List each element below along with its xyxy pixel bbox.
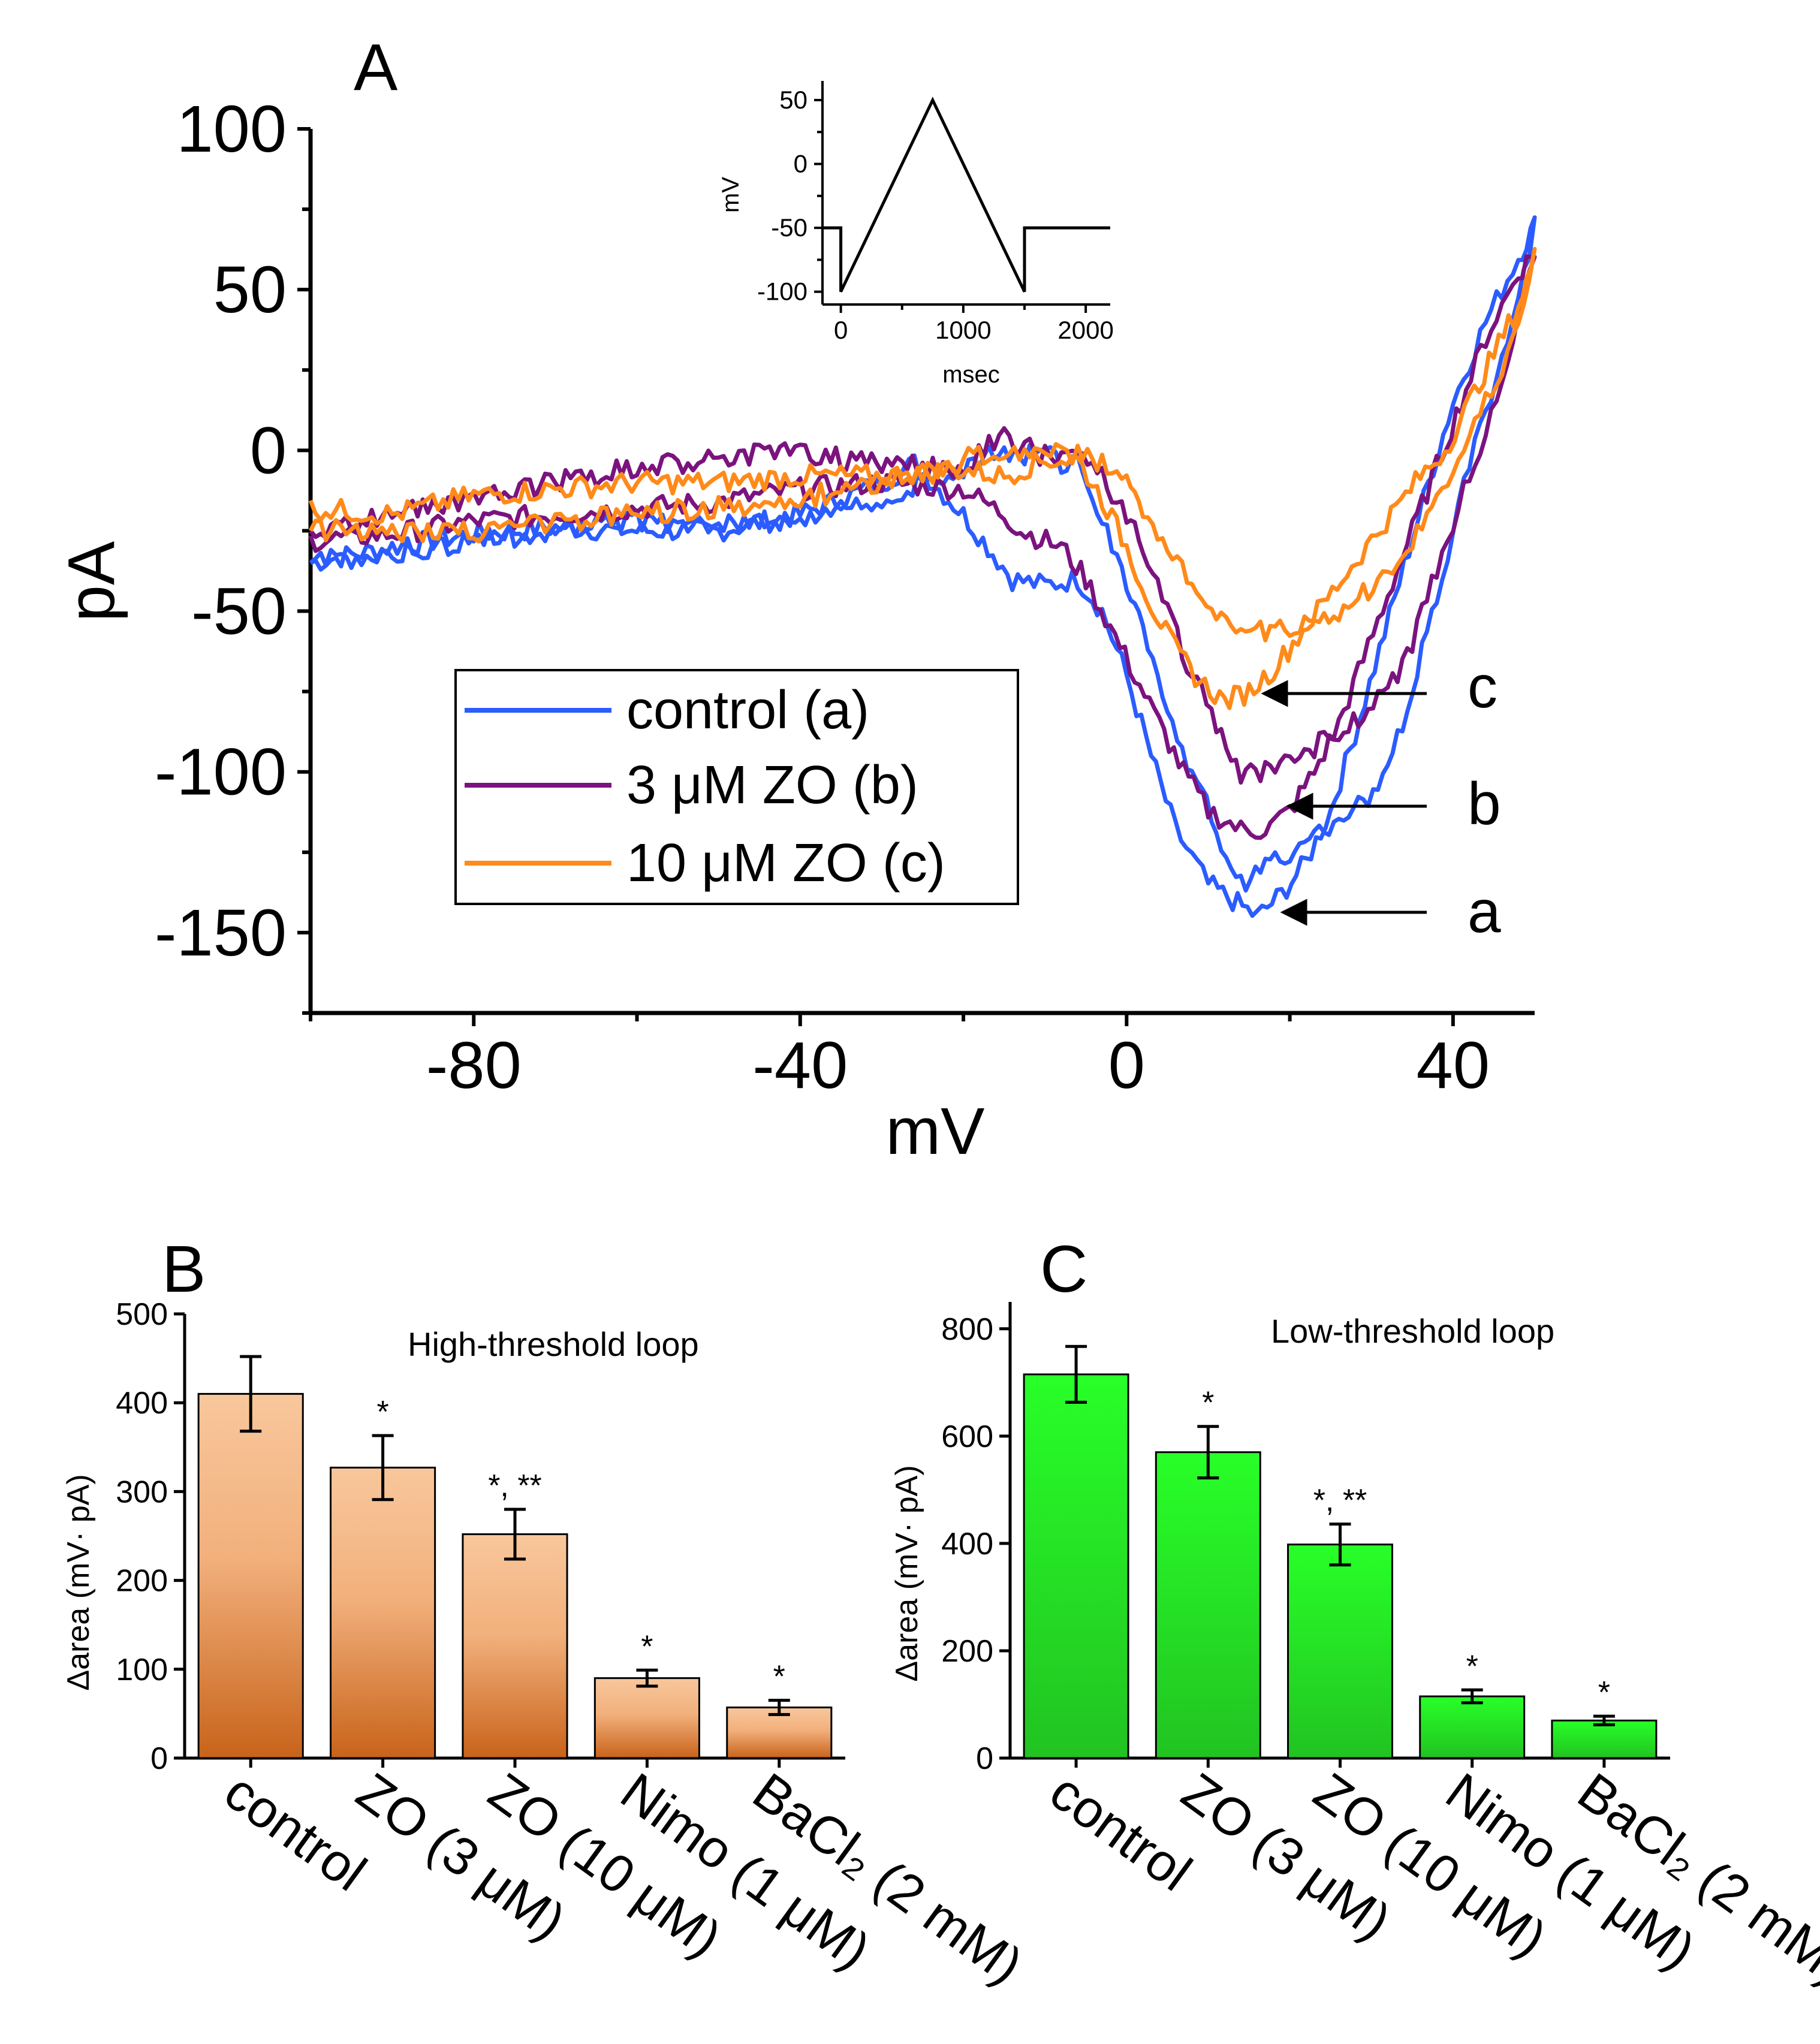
panel-b-y-tick-label: 200 (116, 1564, 168, 1599)
panel-b-bars: * *, ** * * (197, 1355, 833, 1759)
panel-c-significance: * (1202, 1386, 1214, 1421)
inset-x-tick-label: 2000 (1057, 316, 1113, 344)
panel-a-axes: -80 -40 0 40 100 50 0 -50 -100 -150 (155, 92, 1535, 1102)
panel-c-significance: * (1466, 1649, 1478, 1684)
panel-a-x-tick-label: -80 (426, 1029, 522, 1102)
panel-b-y-tick-label: 300 (116, 1475, 168, 1509)
panel-c-y-tick-label: 600 (941, 1419, 993, 1454)
legend-label-zo3: 3 μM ZO (b) (626, 755, 918, 815)
panel-a-x-tick-label: 0 (1108, 1029, 1145, 1102)
panel-c-ylabel: Δarea (mV· pA) (890, 1465, 924, 1681)
panel-a-xlabel: mV (886, 1095, 985, 1168)
panel-a: A -80 -40 0 40 100 50 0 -50 -100 -150 mV pA contr… (55, 31, 1537, 1168)
panel-a-y-tick-label: -150 (155, 896, 287, 970)
panel-a-y-tick-label: 0 (250, 414, 287, 487)
panel-a-annotations: c b a (1261, 653, 1501, 945)
trace-zo3 (308, 254, 1537, 840)
panel-c-significance: *, ** (1313, 1484, 1367, 1518)
panel-label-a: A (354, 31, 398, 104)
panel-label-c: C (1040, 1232, 1087, 1306)
panel-b-ylabel: Δarea (mV· pA) (61, 1474, 96, 1690)
panel-c-bar (1155, 1451, 1261, 1759)
panel-b-bar (462, 1533, 568, 1759)
panel-b-title: High-threshold loop (408, 1325, 699, 1363)
panel-c-bar (1419, 1695, 1526, 1759)
panel-a-x-tick-label: 40 (1417, 1029, 1490, 1102)
panel-b-x-tick-label: control (214, 1761, 377, 1902)
panel-b-significance: * (773, 1660, 785, 1695)
panel-b-y-tick-label: 400 (116, 1386, 168, 1421)
panel-c-bar (1287, 1543, 1393, 1759)
panel-c-x-tick-label: control (1039, 1761, 1203, 1902)
inset-x-tick-label: 0 (834, 316, 848, 344)
panel-c-title: Low-threshold loop (1271, 1312, 1554, 1350)
annotation-b: b (1468, 770, 1501, 837)
panel-c: C Low-threshold loop Δarea (mV· pA) 800 6… (890, 1232, 1820, 1995)
inset-ylabel: mV (718, 177, 744, 213)
inset-y-tick-label: 50 (779, 86, 807, 114)
panel-a-y-tick-label: 50 (213, 253, 287, 327)
panel-b-bar (197, 1392, 304, 1759)
panel-b: B High-threshold loop Δarea (mV· pA) 500… (61, 1232, 1033, 1995)
panel-c-y-tick-label: 400 (941, 1527, 993, 1561)
panel-a-y-tick-label: -100 (155, 735, 287, 809)
panel-c-y-tick-label: 200 (941, 1634, 993, 1669)
panel-b-y-tick-label: 500 (116, 1297, 168, 1332)
inset-ramp-trace (822, 97, 1110, 293)
inset-x-tick-label: 1000 (935, 316, 991, 344)
panel-b-bar (593, 1677, 700, 1759)
annotation-a: a (1468, 878, 1501, 945)
trace-control (309, 215, 1537, 918)
inset-y-tick-label: 0 (794, 150, 807, 178)
panel-a-legend: control (a) 3 μM ZO (b) 10 μM ZO (c) (454, 669, 1019, 905)
panel-c-y-tick-label: 800 (941, 1312, 993, 1347)
legend-label-zo10: 10 μM ZO (c) (626, 833, 945, 893)
inset-trace (822, 97, 1110, 293)
panel-c-significance: * (1598, 1675, 1610, 1710)
inset-axes: 0 1000 2000 50 0 -50 -100 (757, 81, 1114, 344)
panel-b-significance: * (641, 1629, 653, 1664)
panel-c-bar (1023, 1373, 1129, 1759)
inset-y-tick-label: -50 (771, 213, 807, 242)
panel-a-ylabel: pA (55, 541, 128, 622)
panel-a-y-tick-label: 100 (176, 92, 287, 166)
panel-a-x-tick-label: -40 (752, 1029, 848, 1102)
panel-a-traces (308, 215, 1537, 918)
panel-a-y-tick-label: -50 (191, 575, 287, 649)
panel-a-inset: 0 1000 2000 50 0 -50 -100 msec mV (718, 81, 1114, 388)
inset-y-tick-label: -100 (757, 278, 807, 306)
panel-label-b: B (162, 1232, 206, 1306)
annotation-c: c (1468, 653, 1497, 720)
panel-b-bar (330, 1466, 436, 1759)
legend-label-control: control (a) (626, 680, 869, 740)
inset-xlabel: msec (942, 361, 1000, 388)
panel-c-bars: * *, ** * * (1023, 1344, 1658, 1759)
trace-zo10 (308, 246, 1537, 710)
panel-c-y-tick-label: 0 (976, 1741, 993, 1776)
panel-b-significance: *, ** (488, 1469, 542, 1503)
panel-b-y-tick-label: 100 (116, 1653, 168, 1687)
panel-b-significance: * (376, 1395, 388, 1430)
panel-b-y-tick-label: 0 (150, 1741, 168, 1776)
